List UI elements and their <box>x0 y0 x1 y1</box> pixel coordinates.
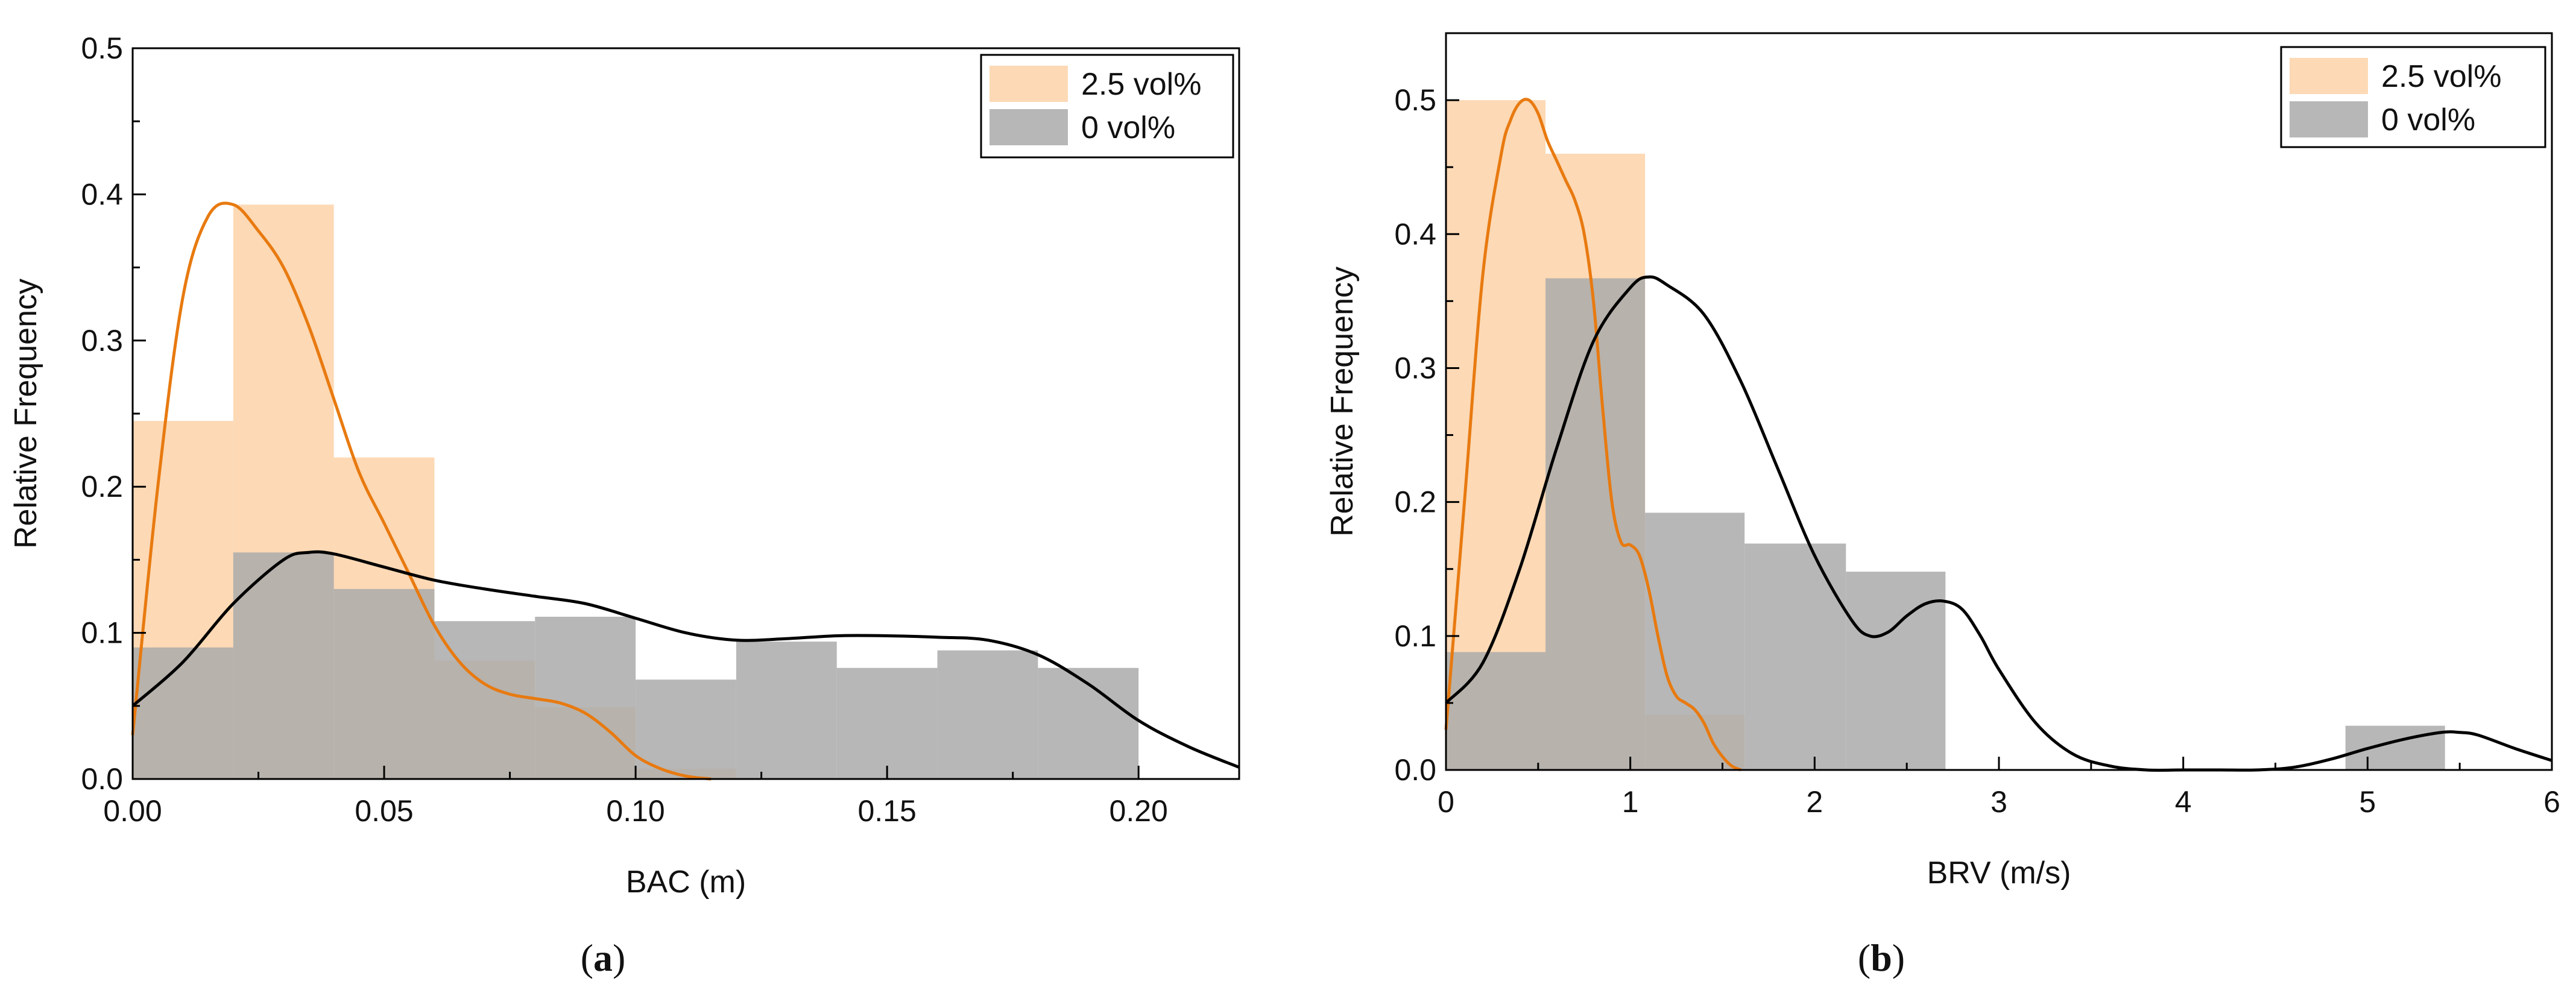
chart-panel-b: 0 1 2 3 4 5 6 0.0 0.1 0.2 0.3 0.4 0.5 BRV (m/s) Relati… <box>1325 32 2560 979</box>
chart-b-y-tick-label: 0.5 <box>1394 83 1436 117</box>
chart-b-legend-swatch-vol0 <box>2290 101 2368 137</box>
chart-b-bar-vol0-2 <box>1645 512 1745 770</box>
chart-b-legend-swatch-vol25 <box>2290 58 2368 94</box>
chart-a-bar-vol0-0 <box>133 647 233 779</box>
chart-b-x-tick-label: 0 <box>1438 785 1454 819</box>
chart-a-bar-vol0-5 <box>636 680 736 779</box>
chart-b-bar-vol0-1 <box>1545 278 1646 770</box>
chart-b-x-tick-label: 5 <box>2359 785 2376 819</box>
chart-a-y-axis-title: Relative Frequency <box>8 279 43 549</box>
chart-a-bar-vol0-8 <box>937 650 1038 779</box>
chart-a-bar-vol0-1 <box>233 552 334 779</box>
chart-b-x-tick-label: 1 <box>1622 785 1639 819</box>
chart-b-legend: 2.5 vol% 0 vol% <box>2280 46 2546 148</box>
chart-a-legend-swatch-vol0 <box>990 109 1068 145</box>
chart-a-y-tick-label: 0.3 <box>81 324 123 358</box>
chart-a-x-tick-label: 0.20 <box>1110 794 1168 828</box>
chart-a-legend-label-vol25: 2.5 vol% <box>1081 67 1201 102</box>
chart-b-x-tick-label: 3 <box>1990 785 2007 819</box>
chart-a-x-tick-label: 0.10 <box>606 794 665 828</box>
chart-b-y-tick-label: 0.4 <box>1394 217 1436 251</box>
chart-a-bar-vol0-7 <box>836 667 938 779</box>
chart-a-caption: (a) <box>581 936 626 979</box>
chart-a-x-axis-title: BAC (m) <box>626 865 746 900</box>
chart-panel-a: 0.00 0.05 0.10 0.15 0.20 0.0 0.1 0.2 0.3 0.4 0.5 BA… <box>8 31 1240 979</box>
chart-a-density-curve-vol0 <box>131 550 1240 769</box>
chart-b-bar-vol0-3 <box>1744 543 1846 770</box>
chart-a-legend: 2.5 vol% 0 vol% <box>980 54 1234 159</box>
chart-b-bar-vol0-0 <box>1446 652 1546 770</box>
chart-a-x-tick-label: 0.15 <box>857 794 916 828</box>
chart-b-legend-label-vol25: 2.5 vol% <box>2381 59 2501 94</box>
chart-a-x-tick-label: 0.05 <box>355 794 413 828</box>
chart-a-bar-vol0-4 <box>535 616 636 779</box>
chart-a-y-tick-label: 0.4 <box>81 177 123 211</box>
chart-b-y-tick-label: 0.3 <box>1394 351 1436 385</box>
chart-b-y-axis-title: Relative Frequency <box>1325 266 1360 537</box>
chart-b-legend-label-vol0: 0 vol% <box>2381 102 2475 137</box>
chart-b-density-curve-vol25 <box>1444 98 1742 772</box>
chart-b-y-tick-label: 0.1 <box>1394 619 1436 653</box>
chart-b-caption: (b) <box>1858 936 1905 979</box>
chart-a-density-curve-vol25 <box>131 201 712 781</box>
chart-a-bar-vol0-3 <box>434 621 535 779</box>
chart-a-y-tick-label: 0.1 <box>81 616 123 650</box>
chart-b-bar-vol0-4 <box>1846 572 1946 770</box>
chart-b-y-tick-label: 0.0 <box>1394 753 1436 787</box>
chart-a-bar-vol0-2 <box>333 588 435 779</box>
chart-b-bar-vol0-5 <box>2345 725 2445 770</box>
chart-a-x-tick-label: 0.00 <box>103 794 162 828</box>
chart-a-y-tick-label: 0.0 <box>81 762 123 796</box>
chart-a-bar-vol0-6 <box>736 642 837 779</box>
chart-a-legend-label-vol0: 0 vol% <box>1081 110 1175 145</box>
chart-a-legend-swatch-vol25 <box>990 66 1068 102</box>
chart-b-x-axis-title: BRV (m/s) <box>1927 856 2071 891</box>
chart-b-density-curve-vol0 <box>1445 275 2552 772</box>
chart-b-x-tick-label: 6 <box>2543 785 2560 819</box>
chart-a-y-tick-label: 0.2 <box>81 470 123 503</box>
chart-b-x-tick-label: 2 <box>1806 785 1823 819</box>
chart-a-y-tick-label: 0.5 <box>81 31 123 65</box>
chart-a-bar-vol0-9 <box>1038 667 1139 779</box>
chart-b-x-tick-label: 4 <box>2175 785 2192 819</box>
chart-b-y-tick-label: 0.2 <box>1394 485 1436 519</box>
